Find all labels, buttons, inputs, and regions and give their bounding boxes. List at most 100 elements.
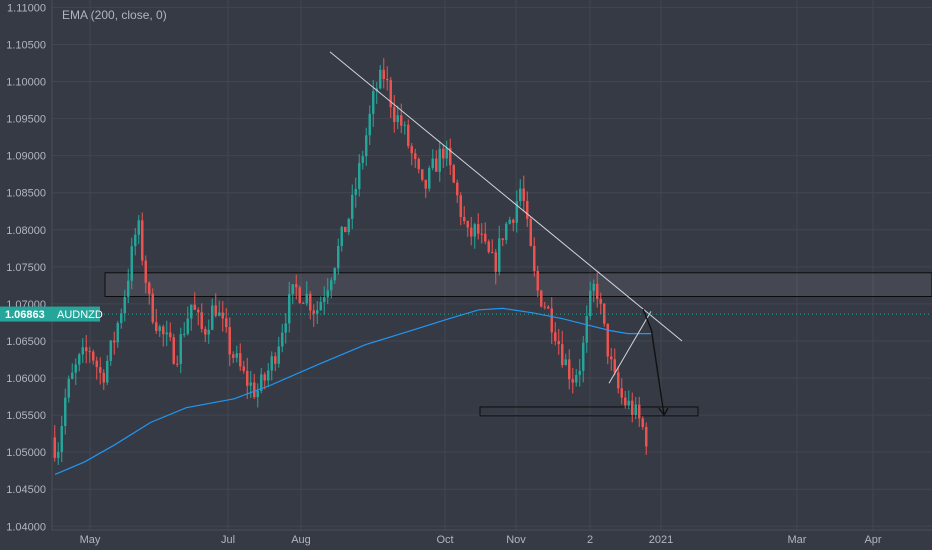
candle-body [641,418,644,427]
candle-body [85,347,88,352]
candle-body [379,69,382,89]
candle-body [130,246,133,281]
candle-body [634,404,637,415]
candle-body [501,238,504,240]
candle-body [627,400,630,406]
candle-body [158,326,161,331]
candle-body [407,124,410,147]
target-zone-box [479,406,699,417]
candle-body [305,293,308,304]
candle-body [179,334,182,364]
candle-body [589,290,592,317]
candle-body [522,188,525,201]
candle-body [239,353,242,367]
candle-body [610,356,613,360]
candle-body [631,400,634,415]
candle-body [414,153,417,159]
candle-body [71,372,74,379]
candle-body [109,340,112,361]
candle-body [592,283,595,291]
candle-body [92,351,95,361]
candle-body [204,328,207,335]
candle-body [263,374,266,381]
candle-body [120,313,123,324]
candle-body [463,216,466,222]
candle-body [253,382,256,398]
candle-body [417,158,420,170]
candle-body [512,219,515,223]
candle-body [480,233,483,235]
candle-body [494,252,497,272]
candle-body [141,220,144,261]
candle-body [365,135,368,157]
x-tick-label: 2 [587,534,593,546]
candle-body [564,359,567,366]
candle-body [638,404,641,419]
candle-body [284,323,287,333]
candle-body [358,162,361,189]
candle-body [197,309,200,313]
candle-body [519,188,522,202]
y-tick-label: 1.05500 [6,410,46,422]
candle-body [116,323,119,343]
candle-body [176,363,179,365]
candle-body [260,374,263,391]
candle-body [249,382,252,386]
candle-body [172,337,175,364]
candle-body [361,156,364,163]
ema-indicator-label[interactable]: EMA (200, close, 0) [62,8,167,22]
candle-body [190,304,193,319]
candle-body [529,218,532,246]
candle-body [214,305,217,316]
candle-body [438,148,441,172]
y-tick-label: 1.04000 [6,521,46,533]
y-tick-label: 1.06000 [6,373,46,385]
candle-body [270,356,273,371]
candle-body [606,323,609,357]
candle-body [540,290,543,307]
candle-body [218,312,221,316]
candle-body [421,169,424,180]
candle-body [389,80,392,108]
candle-body [312,310,315,314]
candle-body [81,347,84,355]
candle-body [151,293,154,323]
candle-body [498,238,501,272]
y-tick-label: 1.10500 [6,39,46,51]
candle-body [298,287,301,303]
x-tick-label: May [80,534,101,546]
candle-body [256,390,259,398]
x-tick-label: 2021 [649,534,673,546]
price-tag-value: 1.06863 [5,309,45,321]
candle-body [435,158,438,172]
candle-body [88,351,91,353]
candle-body [547,306,550,309]
candle-body [561,344,564,366]
projection-arrowhead [658,407,669,417]
candle-body [368,113,371,136]
candle-body [484,233,487,242]
candle-body [620,388,623,398]
y-tick-label: 1.04500 [6,484,46,496]
candle-body [74,364,77,373]
candle-body [123,296,126,314]
x-tick-label: Jul [221,534,235,546]
candle-body [221,312,224,319]
candle-body [354,188,357,195]
ema-line [54,307,652,475]
y-tick-label: 1.06500 [6,336,46,348]
candle-body [424,179,427,189]
candle-body [57,452,60,458]
candle-body [274,356,277,364]
x-tick-label: Nov [506,534,526,546]
candle-body [550,308,553,333]
candle-body [235,353,238,358]
candle-body [333,268,336,281]
candle-body [347,218,350,233]
candle-body [386,79,389,81]
candle-body [288,294,291,324]
candle-body [459,195,462,217]
candle-body [557,341,560,345]
